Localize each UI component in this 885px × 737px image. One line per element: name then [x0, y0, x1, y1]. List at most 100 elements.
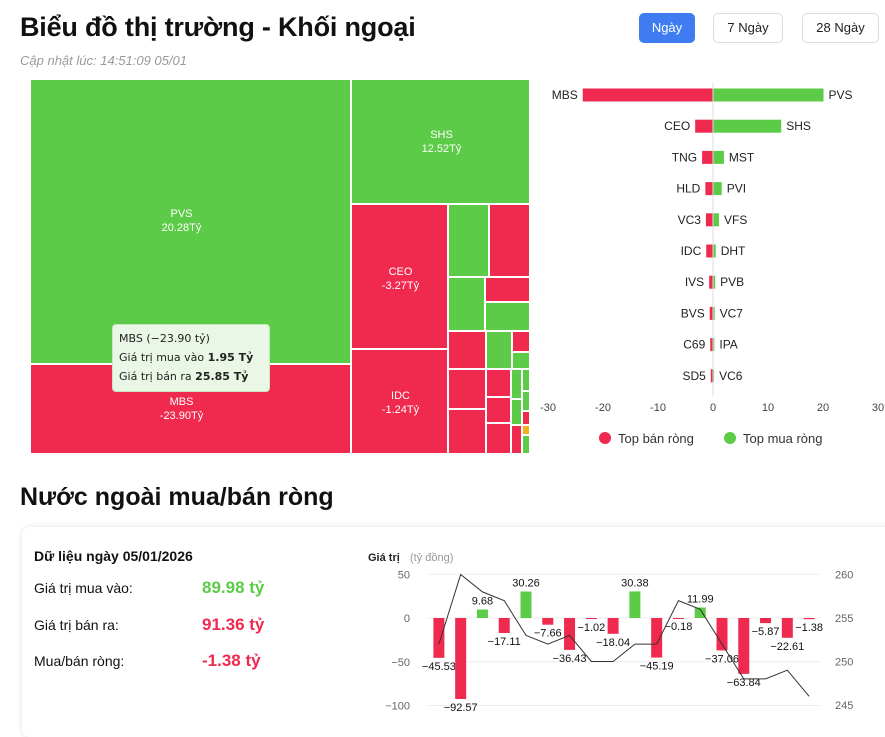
buy-ticker-label: MST [729, 150, 755, 164]
y2-tick-label: 255 [835, 613, 853, 625]
sell-bar [710, 338, 713, 352]
bar-value-label: −17.11 [488, 636, 521, 648]
treemap-tile[interactable] [448, 277, 485, 331]
treemap-tile[interactable] [511, 425, 522, 454]
daily-net-bar [542, 618, 554, 625]
buy-bar [713, 88, 824, 102]
treemap-tile[interactable] [511, 399, 522, 425]
section-heading: Nước ngoài mua/bán ròng [20, 483, 334, 511]
treemap-tile[interactable] [448, 204, 489, 277]
treemap-tile-ceo[interactable]: CEO -3.27Tỷ [351, 204, 448, 349]
bar-value-label: −36.43 [553, 653, 587, 665]
treemap-tile[interactable] [511, 369, 522, 399]
sell-ticker-label: HLD [676, 182, 700, 196]
buy-bar [713, 306, 715, 320]
treemap-tile-shs[interactable]: SHS 12.52Tỷ [351, 79, 530, 204]
treemap: PVS 20.28Tỷ MBS -23.90Tỷ SHS 12.52Tỷ CEO… [30, 79, 530, 454]
tooltip-title: MBS (−23.90 tỷ) [119, 332, 210, 345]
treemap-tile[interactable] [522, 369, 530, 391]
tooltip-sell-label: Giá trị bán ra [119, 370, 192, 383]
sell-ticker-label: SD5 [682, 369, 706, 383]
bar-value-label: −1.02 [577, 622, 605, 634]
buy-label: Giá trị mua vào: [34, 580, 133, 596]
bar-value-label: 11.99 [687, 594, 714, 606]
top-net-bar-chart: MBS PVS CEO SHS TNG MST HLD PVI VC3 VFS IDC DHT IVS P… [540, 83, 884, 446]
daily-net-bar [520, 591, 532, 618]
x-tick-label: -10 [650, 402, 666, 414]
y2-tick-label: 260 [835, 570, 853, 582]
tooltip-sell-value: 25.85 Tỷ [195, 370, 249, 383]
buy-ticker-label: VC6 [719, 369, 743, 383]
buy-bar [713, 150, 724, 164]
index-line [438, 573, 810, 697]
y2-tick-label: 245 [835, 700, 853, 712]
buy-bar [713, 182, 722, 196]
daily-net-bar [781, 618, 793, 638]
daily-net-bar [672, 618, 684, 619]
daily-net-bar [629, 591, 641, 618]
treemap-tile[interactable] [489, 204, 530, 277]
treemap-tile[interactable] [512, 352, 530, 369]
sell-ticker-label: IDC [681, 244, 702, 258]
chart-title: Giá trị [368, 552, 400, 564]
daily-net-bar-chart: Giá trị (tỷ đồng)50 0 −50 −100 260 255 250 245 −4… [368, 552, 853, 714]
bar-value-label: 30.26 [512, 578, 540, 590]
treemap-tile[interactable] [485, 277, 530, 302]
legend-sell-label: Top bán ròng [618, 431, 694, 446]
treemap-tile[interactable] [512, 331, 530, 352]
daily-net-bar [498, 618, 510, 633]
page-title: Biểu đồ thị trường - Khối ngoại [20, 12, 416, 42]
tooltip-sell-row: Giá trị bán ra 25.85 Tỷ [119, 367, 263, 386]
buy-bar [713, 244, 716, 258]
sell-bar [709, 275, 713, 289]
treemap-tile[interactable] [486, 423, 511, 454]
x-tick-label: -30 [540, 402, 556, 414]
buy-value: 89.98 tỷ [202, 578, 265, 597]
buy-bar [713, 213, 719, 227]
treemap-tile[interactable] [522, 391, 530, 411]
sell-ticker-label: VC3 [678, 213, 702, 227]
treemap-tile[interactable] [448, 331, 486, 369]
sell-ticker-label: BVS [681, 306, 705, 320]
treemap-tile[interactable] [522, 435, 530, 454]
y-tick-label: 0 [404, 613, 410, 625]
bar-value-label: −22.61 [770, 641, 804, 653]
treemap-tile[interactable] [486, 331, 512, 369]
treemap-tile[interactable] [522, 411, 530, 425]
tile-ticker: PVS [170, 208, 193, 220]
y-tick-label: −100 [385, 701, 410, 713]
daily-net-bar [716, 618, 728, 651]
treemap-tile[interactable] [448, 409, 486, 454]
range-day-button[interactable]: Ngày [639, 13, 695, 43]
buy-ticker-label: PVB [720, 275, 744, 289]
update-timestamp: Cập nhật lúc: 14:51:09 05/01 [20, 53, 187, 68]
bar-value-label: −0.18 [665, 621, 693, 633]
treemap-tile-pvs[interactable]: PVS 20.28Tỷ [30, 79, 351, 364]
sell-bar [702, 150, 713, 164]
daily-net-bar [694, 607, 706, 618]
treemap-tile[interactable] [522, 425, 530, 435]
daily-net-bar [585, 618, 597, 619]
range-28day-button[interactable]: 28 Ngày [802, 13, 879, 43]
buy-bar [713, 338, 715, 352]
tile-value: 20.28Tỷ [161, 222, 202, 234]
treemap-tile-idc[interactable]: IDC -1.24Tỷ [351, 349, 448, 454]
bar-value-label: −7.66 [534, 628, 562, 640]
treemap-tile[interactable] [486, 369, 511, 397]
buy-bar [713, 119, 782, 133]
tile-ticker: SHS [430, 129, 453, 141]
treemap-tile[interactable] [448, 369, 486, 409]
tile-ticker: IDC [391, 390, 410, 402]
tile-ticker: MBS [169, 396, 194, 408]
sell-bar [709, 306, 713, 320]
treemap-tile[interactable] [486, 397, 511, 423]
sell-ticker-label: IVS [685, 275, 704, 289]
buy-ticker-label: VFS [724, 213, 747, 227]
treemap-tile[interactable] [485, 302, 530, 331]
y2-tick-label: 250 [835, 657, 853, 669]
daily-net-bar [455, 618, 467, 699]
bar-value-label: 9.68 [472, 596, 493, 608]
range-7day-button[interactable]: 7 Ngày [713, 13, 783, 43]
buy-bar [713, 275, 716, 289]
sell-bar [582, 88, 713, 102]
